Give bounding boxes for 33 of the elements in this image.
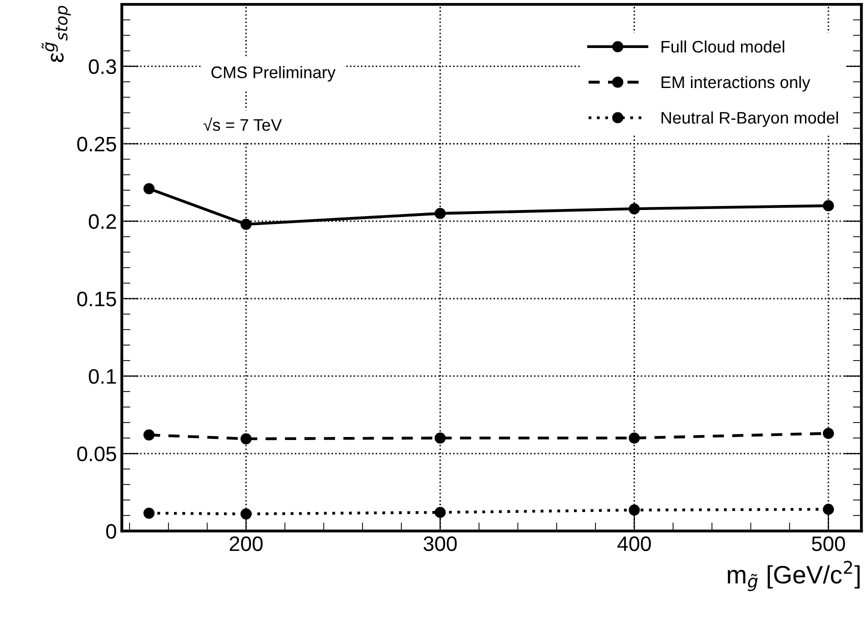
point bbox=[240, 508, 252, 520]
x-tick-label: 400 bbox=[617, 536, 651, 552]
point bbox=[628, 432, 640, 444]
point bbox=[628, 504, 640, 516]
y-tick-label: 0.05 bbox=[77, 446, 116, 462]
point bbox=[434, 432, 446, 444]
y-tick-label: 0.25 bbox=[77, 136, 116, 152]
y-tick-label: 0.1 bbox=[88, 369, 116, 384]
point bbox=[822, 504, 834, 515]
legend-label: Neutral R-Baryon model bbox=[662, 111, 838, 128]
y-tick-label: 0.2 bbox=[88, 214, 116, 229]
point bbox=[822, 200, 834, 212]
annotation: CMS Preliminary bbox=[211, 66, 336, 82]
legend-label: EM interactions only bbox=[662, 76, 810, 92]
point bbox=[434, 208, 446, 219]
point bbox=[628, 203, 640, 214]
y-tick-label: 0.15 bbox=[77, 292, 116, 306]
x-axis-title: m$_{g̃}$ [GeV/c$^{2}$] bbox=[728, 560, 860, 592]
legend-label: Full Cloud model bbox=[662, 40, 784, 53]
y-axis-title: ε$^{g̃}$$_{stop}$ bbox=[42, 6, 71, 62]
y-tick-label: 0 bbox=[106, 524, 116, 539]
point bbox=[143, 508, 155, 519]
point bbox=[822, 428, 834, 439]
point bbox=[143, 429, 155, 440]
point bbox=[240, 433, 252, 444]
x-tick-label: 200 bbox=[230, 536, 263, 552]
x-tick-label: 500 bbox=[812, 536, 845, 552]
point bbox=[240, 218, 252, 230]
y-tick-label: 0.3 bbox=[88, 59, 116, 74]
x-tick-label: 300 bbox=[424, 536, 457, 552]
point bbox=[143, 183, 155, 194]
annotation: √s = 7 TeV bbox=[204, 118, 282, 131]
point bbox=[434, 506, 446, 518]
